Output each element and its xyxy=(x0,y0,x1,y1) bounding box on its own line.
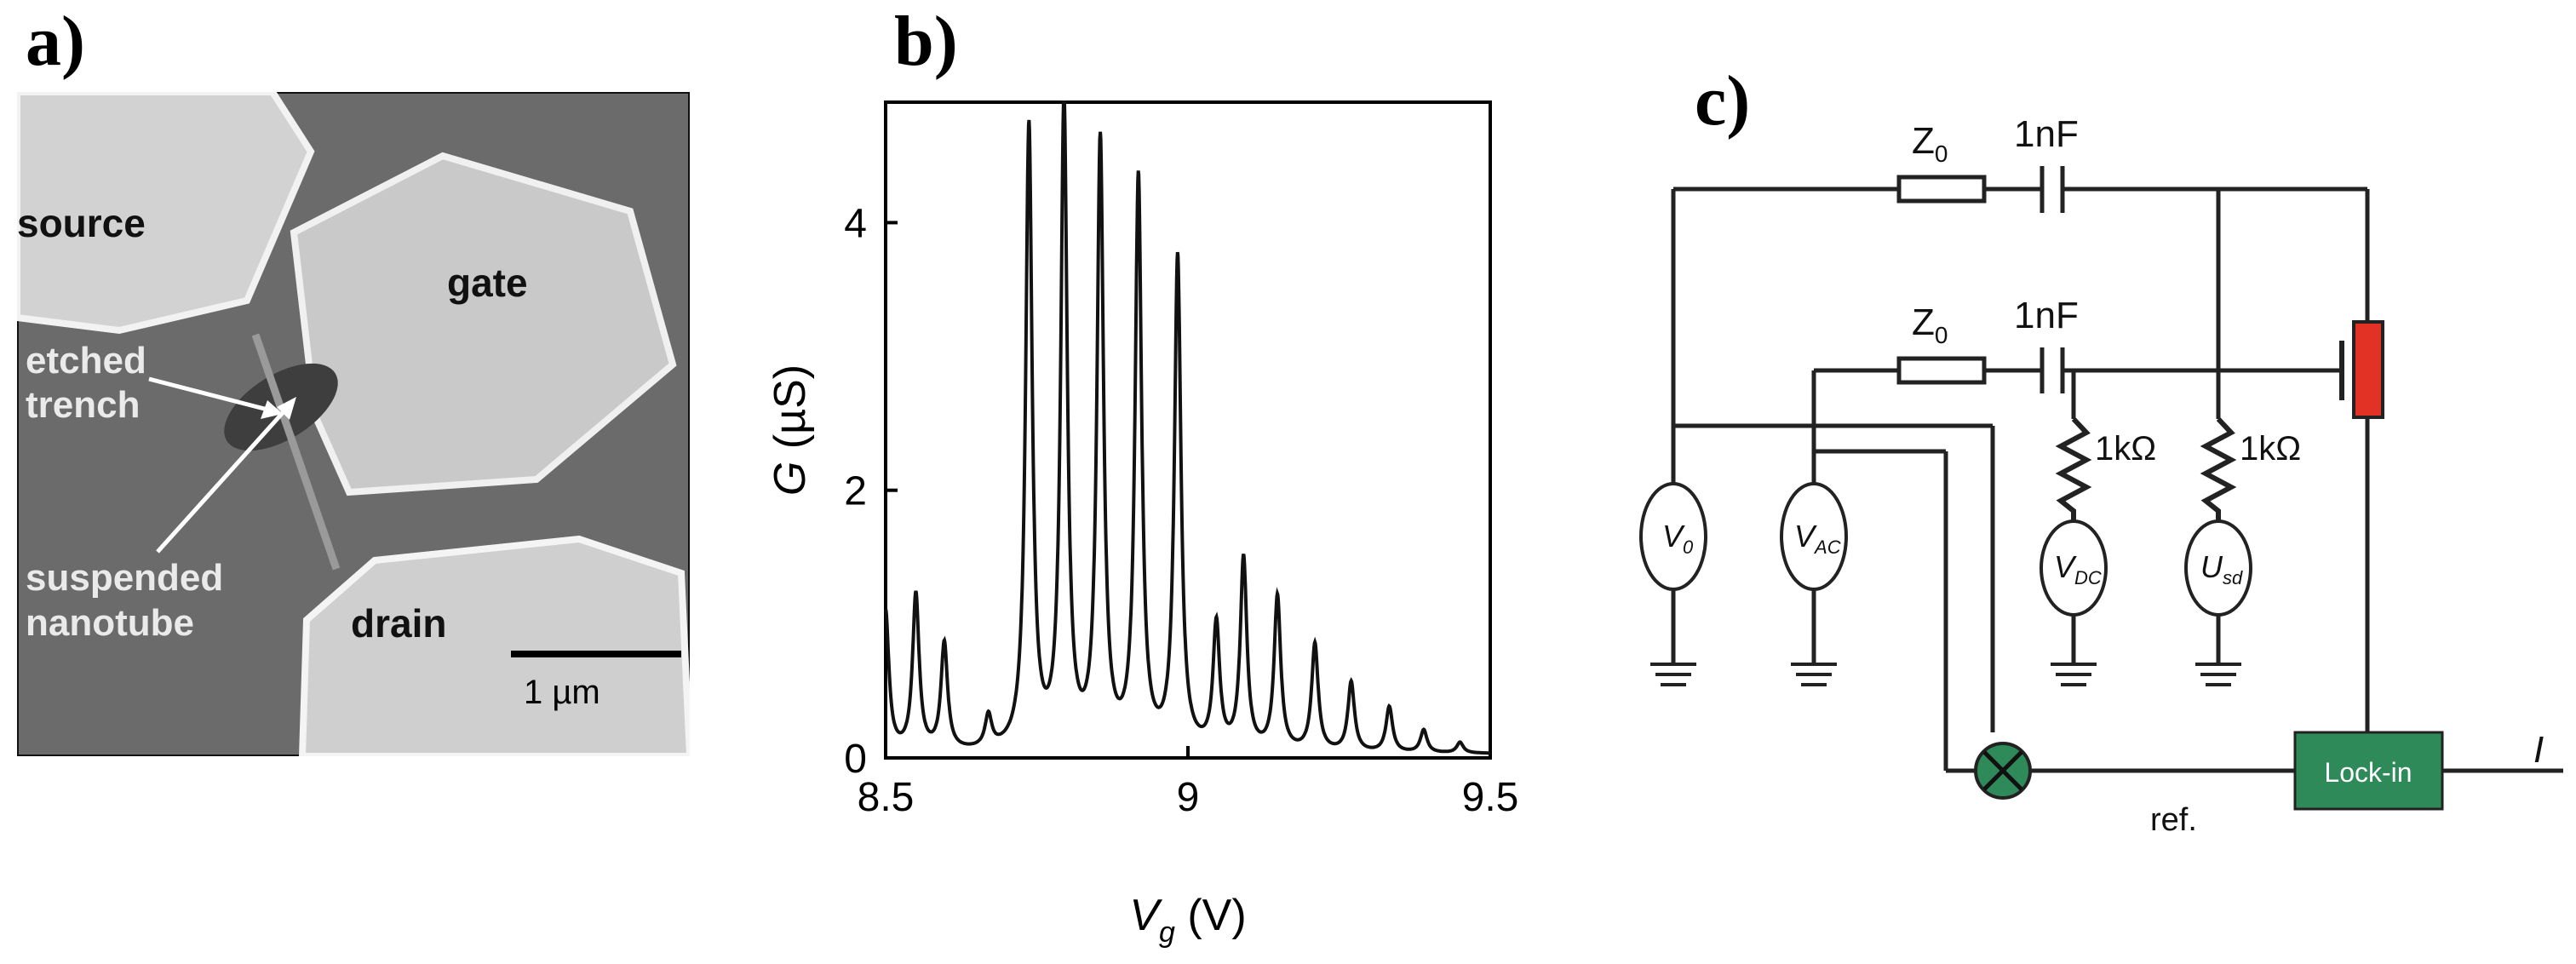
nanotube-arrow xyxy=(156,405,290,554)
drain-label: drain xyxy=(351,601,446,646)
sem-image-panel: source gate drain etched trench suspende… xyxy=(17,92,690,756)
output-current-label: I xyxy=(2533,729,2544,771)
ref-label: ref. xyxy=(2150,802,2197,838)
z0-mid-label: Z0 xyxy=(1912,301,1948,348)
conductance-trace xyxy=(884,100,1490,755)
res-right-label: 1kΩ xyxy=(2240,430,2301,468)
z0-top-label: Z0 xyxy=(1912,120,1948,167)
nanotube-label: nanotube xyxy=(26,602,194,644)
panel-c-label: c) xyxy=(1695,61,1751,141)
cap-mid-label: 1nF xyxy=(2014,295,2079,336)
y-tick-label: 4 xyxy=(844,201,867,246)
trench-label: trench xyxy=(26,384,140,426)
scale-bar-label: 1 µm xyxy=(524,674,600,711)
cap-mid xyxy=(2040,347,2065,393)
circuit-diagram: Lock-in Z0 1nF Z0 1nF 1kΩ 1kΩ V0 VAC VDC… xyxy=(1639,113,2563,838)
x-axis-label: Vg (V) xyxy=(1129,891,1246,949)
x-tick-label: 9.5 xyxy=(1462,775,1519,820)
cap-top xyxy=(2040,166,2065,213)
res-left-label: 1kΩ xyxy=(2095,430,2156,468)
sem-micrograph: source gate drain etched trench suspende… xyxy=(17,92,690,756)
vac-label: VAC xyxy=(1794,519,1841,558)
y-axis-label: G (µS) xyxy=(766,364,815,496)
nanotube-device xyxy=(2352,320,2384,419)
x-tick-label: 9 xyxy=(1177,775,1200,820)
source-usd xyxy=(2184,519,2252,617)
source-vac xyxy=(1780,482,1848,591)
y-tick-label: 0 xyxy=(844,737,867,782)
z0-top-resistor xyxy=(1896,175,1987,204)
gate-electrode xyxy=(290,152,677,496)
circuit-diagram-panel: Lock-in Z0 1nF Z0 1nF 1kΩ 1kΩ V0 VAC VDC… xyxy=(1618,0,2576,964)
x-tick-label: 8.5 xyxy=(858,775,915,820)
nanotube xyxy=(251,333,341,571)
ground-symbols xyxy=(1650,663,2241,686)
drain-electrode xyxy=(298,535,690,756)
y-axis-ticks: 0 2 4 xyxy=(844,201,898,782)
source-label: source xyxy=(17,201,146,245)
trench-arrow xyxy=(148,376,275,414)
z0-mid-resistor xyxy=(1896,356,1987,385)
lockin-label: Lock-in xyxy=(2324,757,2412,788)
conductance-chart: 0 2 4 8.5 9 9.5 G (µS) Vg (V) xyxy=(766,100,1519,949)
gate-label: gate xyxy=(447,261,528,305)
suspended-label: suspended xyxy=(26,557,223,599)
cap-top-label: 1nF xyxy=(2014,113,2079,155)
resistor-1k-right xyxy=(2200,416,2237,521)
etched-label: etched xyxy=(26,340,146,382)
resistor-1k-left xyxy=(2055,416,2092,521)
usd-label: Usd xyxy=(2200,549,2243,588)
x-axis-ticks: 8.5 9 9.5 xyxy=(858,746,1519,820)
conductance-chart-panel: 0 2 4 8.5 9 9.5 G (µS) Vg (V) xyxy=(766,0,1635,964)
source-v0 xyxy=(1639,482,1707,591)
panel-a-label: a) xyxy=(26,2,85,81)
panel-b-label: b) xyxy=(894,2,958,81)
v0-label: V0 xyxy=(1662,519,1694,558)
vdc-label: VDC xyxy=(2054,549,2102,588)
y-tick-label: 2 xyxy=(844,469,867,514)
lockin-box xyxy=(2293,731,2444,811)
source-vdc xyxy=(2040,519,2108,617)
source-electrode xyxy=(17,92,315,335)
